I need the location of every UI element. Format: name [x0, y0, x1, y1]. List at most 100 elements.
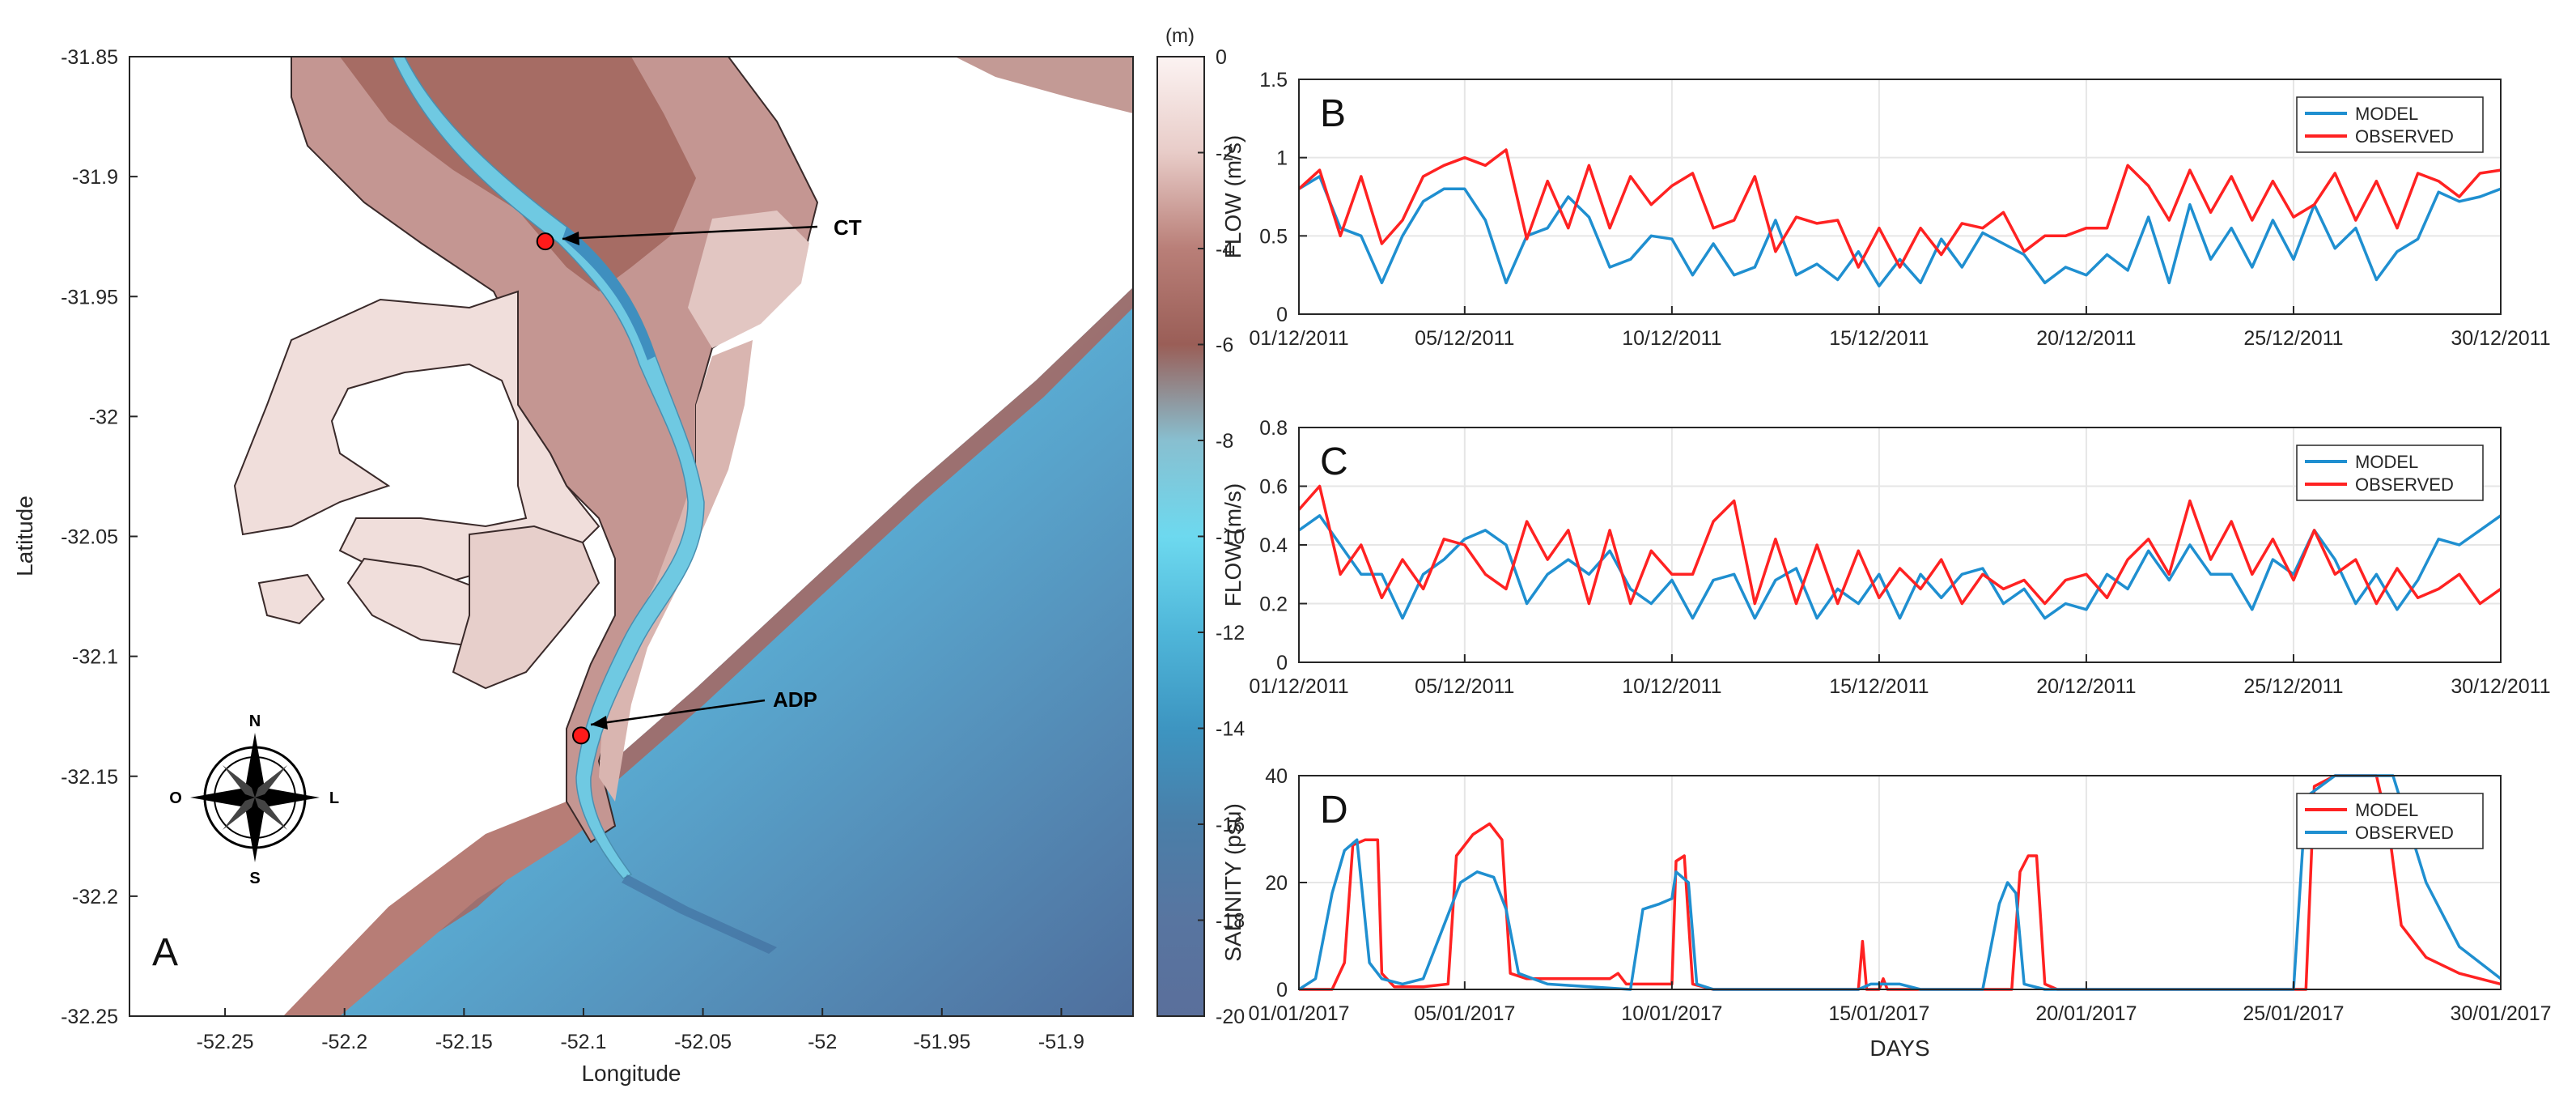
- x-tick-label: 30/12/2011: [2451, 327, 2550, 350]
- map-x-tick-label: -52.1: [560, 1031, 606, 1053]
- compass-n-label: N: [249, 713, 261, 730]
- x-tick-label: 15/12/2011: [1829, 327, 1929, 350]
- x-tick-label: 10/01/2017: [1621, 1002, 1722, 1025]
- colorbar-unit: (m): [1165, 25, 1195, 47]
- compass-o-label: O: [169, 789, 182, 807]
- series-line-observed: [1297, 484, 2502, 606]
- x-tick-label: 01/12/2011: [1249, 327, 1348, 350]
- map-y-tick-label: -31.85: [61, 46, 118, 69]
- map-x-tick-label: -52.05: [674, 1031, 732, 1053]
- map-y-tick-label: -32.2: [72, 886, 118, 908]
- y-tick-label: 0.2: [1259, 593, 1288, 616]
- colorbar-tick-label: -10: [1216, 526, 1245, 549]
- map-ne-patch: [955, 57, 1133, 113]
- panel-letter: D: [1320, 789, 1348, 832]
- map-x-tick-label: -51.95: [913, 1031, 970, 1053]
- x-tick-label: 01/12/2011: [1249, 675, 1348, 698]
- compass-west-point: [190, 788, 255, 807]
- x-tick-label: 25/01/2017: [2243, 1002, 2344, 1025]
- map-x-label: Longitude: [581, 1061, 681, 1086]
- y-tick-label: 0: [1276, 979, 1288, 1002]
- map-x-tick-label: -52.25: [197, 1031, 254, 1053]
- legend-label-observed: OBSERVED: [2355, 126, 2454, 147]
- x-tick-label: 10/12/2011: [1622, 675, 1721, 698]
- ct-label: CT: [834, 215, 862, 240]
- panel-b-flow-chart: 01/12/2011 05/12/2011 10/12/2011 15/12/2011…: [1220, 69, 2551, 350]
- compass-s-label: S: [249, 870, 260, 887]
- y-tick-label: 0.5: [1259, 225, 1288, 248]
- colorbar-tick-label: -20: [1216, 1006, 1245, 1028]
- y-axis-label: SALINITY (psu): [1220, 803, 1246, 962]
- x-tick-label: 15/01/2017: [1828, 1002, 1929, 1025]
- map-y-tick-label: -32.1: [72, 646, 118, 669]
- colorbar-tick-label: 0: [1216, 46, 1227, 69]
- map-y-tick-label: -31.95: [61, 286, 118, 308]
- legend-box: [2296, 96, 2484, 153]
- legend-label-model: MODEL: [2355, 452, 2418, 472]
- y-tick-label: 1.5: [1259, 69, 1288, 91]
- compass-north-point: [245, 733, 265, 798]
- plot-frame: [1298, 79, 2502, 315]
- colorbar-ticks: 0 -2 -4 -6 -8 -10 -12 -14 -16 -18 -20: [1198, 46, 1245, 1028]
- map-y-tick-label: -32.05: [61, 526, 118, 549]
- map-area: [129, 57, 1133, 1016]
- map-x-ticks: -52.25 -52.2 -52.15 -52.1 -52.05 -52 -51.95 -51…: [197, 1008, 1084, 1053]
- map-x-tick-label: -51.9: [1038, 1031, 1084, 1053]
- x-tick-label: 20/12/2011: [2036, 327, 2136, 350]
- adp-arrow: [590, 699, 766, 726]
- y-tick-label: 0.4: [1259, 534, 1288, 557]
- map-y-tick-label: -32: [89, 406, 118, 428]
- panel-a-map: CT ADP N S O L A -52.25 -52.2 -52.15 -52.1-…: [12, 25, 1245, 1086]
- x-tick-label: 30/01/2017: [2450, 1002, 2551, 1025]
- compass-east-point: [255, 788, 320, 807]
- colorbar-tick-label: -14: [1216, 718, 1245, 741]
- y-tick-label: 0: [1276, 652, 1288, 674]
- compass-ne-point: [255, 765, 287, 798]
- compass-south-point: [245, 798, 265, 862]
- compass-rose: N S O L: [169, 713, 339, 887]
- colorbar-tick-label: -2: [1216, 143, 1233, 165]
- map-ocean: [283, 287, 1133, 1016]
- adp-arrowhead: [591, 716, 608, 730]
- panel-c-flow-chart: 01/12/2011 05/12/2011 10/12/2011 15/12/2011…: [1220, 417, 2551, 698]
- series-line-observed: [1297, 148, 2502, 269]
- map-y-label: Latitude: [12, 496, 37, 576]
- x-tick-label: 30/12/2011: [2451, 675, 2550, 698]
- y-tick-label: 0.8: [1259, 417, 1288, 440]
- colorbar-tick-label: -18: [1216, 910, 1245, 933]
- colorbar-tick-label: -8: [1216, 430, 1233, 453]
- x-axis-label: DAYS: [1869, 1036, 1929, 1061]
- series-line-model: [1298, 175, 2502, 287]
- compass-nw-point: [223, 765, 255, 798]
- panel-d-salinity-chart: 01/01/2017 05/01/2017 10/01/2017 15/01/2017…: [1220, 765, 2552, 1061]
- adp-label: ADP: [773, 687, 817, 712]
- map-island: [452, 525, 601, 690]
- x-tick-label: 10/12/2011: [1622, 327, 1721, 350]
- compass-sw-point: [223, 798, 255, 830]
- x-tick-label: 20/01/2017: [2035, 1002, 2137, 1025]
- ct-arrow: [562, 225, 818, 240]
- map-south-coast: [283, 802, 599, 1016]
- x-tick-label: 01/01/2017: [1248, 1002, 1349, 1025]
- legend-label-observed: OBSERVED: [2355, 823, 2454, 843]
- y-tick-label: 0: [1276, 304, 1288, 326]
- x-tick-label: 25/12/2011: [2243, 327, 2343, 350]
- ct-arrowhead: [562, 232, 579, 245]
- x-tick-label: 05/12/2011: [1415, 675, 1514, 698]
- station-marker-ct: [536, 232, 554, 251]
- map-y-tick-label: -31.9: [72, 166, 118, 189]
- colorbar-tick-label: -4: [1216, 238, 1233, 261]
- map-x-tick-label: -52.2: [321, 1031, 367, 1053]
- colorbar: [1156, 56, 1205, 1017]
- legend-label-model: MODEL: [2355, 104, 2418, 124]
- compass-se-point: [255, 798, 287, 830]
- map-y-tick-label: -32.15: [61, 766, 118, 789]
- map-x-tick-label: -52: [808, 1031, 837, 1053]
- station-marker-adp: [572, 726, 590, 745]
- y-axis-label: FLOW (m/s): [1220, 135, 1246, 258]
- map-x-tick-label: -52.15: [435, 1031, 493, 1053]
- y-axis-label: FLOW (m/s): [1220, 483, 1246, 606]
- colorbar-tick-label: -12: [1216, 622, 1245, 644]
- colorbar-tick-label: -6: [1216, 334, 1233, 357]
